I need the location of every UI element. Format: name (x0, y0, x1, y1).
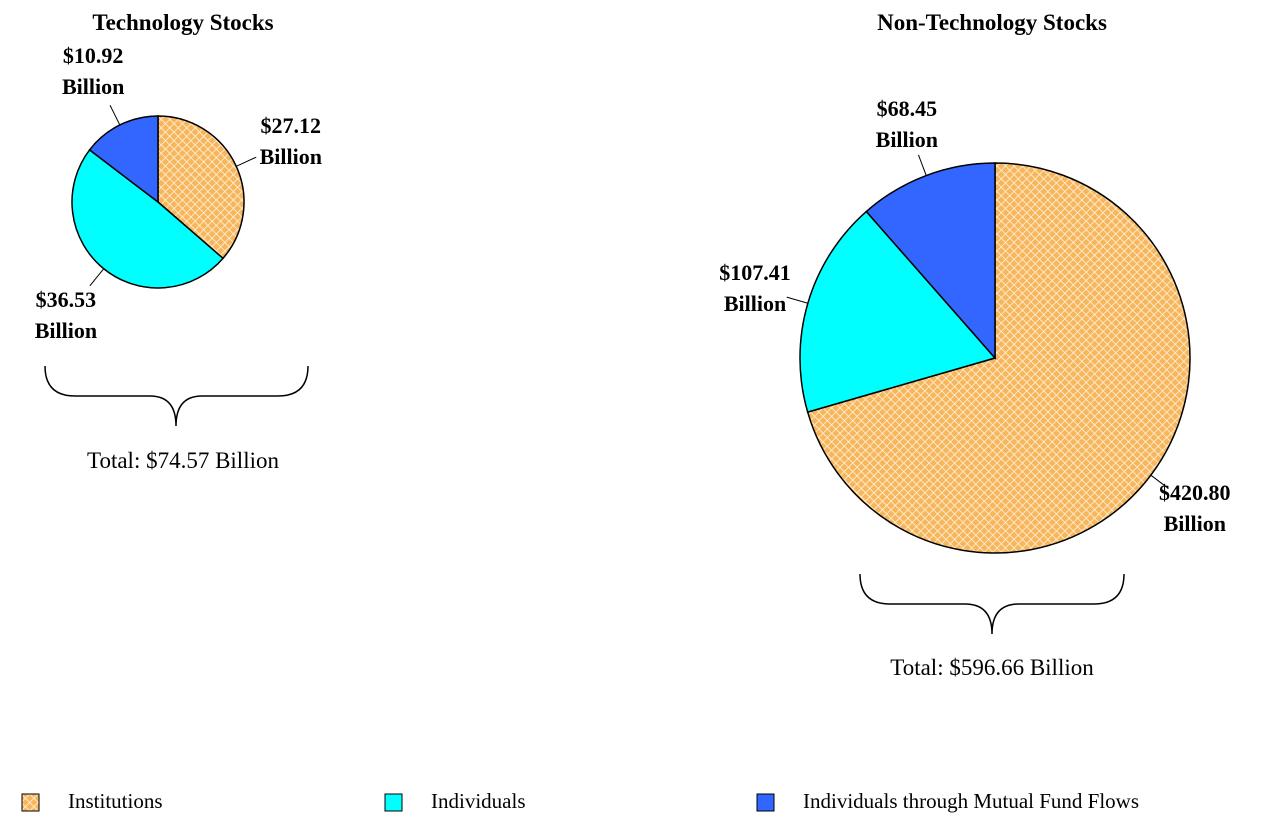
data-label: $10.92 Billion (61, 43, 125, 100)
data-label: $420.80 Billion (1159, 480, 1231, 537)
chart-title: Non-Technology Stocks (877, 10, 1107, 35)
legend-label: Individuals (431, 789, 526, 813)
leader-line (236, 156, 257, 167)
data-label: $36.53 Billion (34, 287, 98, 344)
pie-slice (88, 115, 159, 204)
pie-slice (71, 148, 225, 289)
total-label: Total: $74.57 Billion (87, 448, 279, 473)
legend-swatch (21, 793, 40, 812)
data-label: $27.12 Billion (259, 113, 322, 170)
leader-line (786, 296, 808, 304)
total-label: Total: $596.66 Billion (890, 655, 1094, 680)
legend-swatch (384, 793, 403, 812)
leader-line (918, 154, 927, 176)
data-label: $107.41 Billion (719, 259, 791, 316)
leader-line (89, 268, 105, 287)
pie-slice (157, 115, 245, 260)
pie-slice (806, 162, 1191, 554)
legend-swatch (756, 793, 775, 812)
pie-slice (799, 210, 997, 414)
brace (859, 573, 1125, 635)
legend-label: Institutions (68, 789, 163, 813)
data-label: $68.45 Billion (875, 96, 939, 153)
pie-slice (865, 162, 996, 360)
chart-title: Technology Stocks (92, 10, 274, 35)
leader-line (1150, 474, 1169, 489)
leader-line (109, 105, 121, 126)
legend-label: Individuals through Mutual Fund Flows (803, 789, 1140, 813)
brace (44, 365, 309, 427)
